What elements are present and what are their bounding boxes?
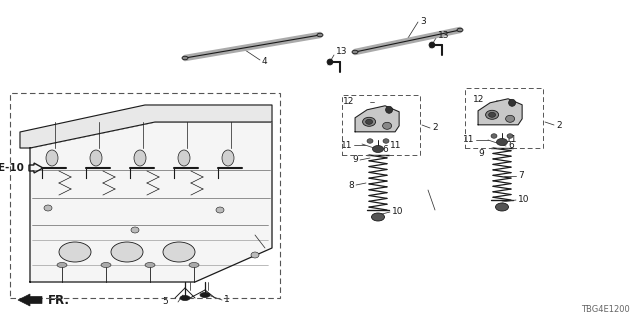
Ellipse shape <box>101 262 111 268</box>
Text: TBG4E1200: TBG4E1200 <box>581 305 630 314</box>
Ellipse shape <box>509 99 516 106</box>
Ellipse shape <box>134 150 146 166</box>
Text: 2: 2 <box>556 121 562 130</box>
Text: 2: 2 <box>432 124 438 132</box>
Bar <box>465 88 543 148</box>
Text: FR.: FR. <box>48 294 70 308</box>
Ellipse shape <box>488 112 495 117</box>
Text: 4: 4 <box>262 58 268 67</box>
Text: 3: 3 <box>420 18 426 27</box>
Ellipse shape <box>180 295 190 300</box>
Text: 6: 6 <box>508 141 514 150</box>
Polygon shape <box>478 99 522 125</box>
Ellipse shape <box>352 50 358 54</box>
Text: 1: 1 <box>224 295 230 305</box>
Ellipse shape <box>216 207 224 213</box>
Bar <box>10 93 280 298</box>
Text: 5: 5 <box>163 298 168 307</box>
Ellipse shape <box>44 205 52 211</box>
Text: 11: 11 <box>506 135 518 145</box>
Text: 12: 12 <box>472 95 484 105</box>
Ellipse shape <box>57 262 67 268</box>
Text: 7: 7 <box>518 172 524 180</box>
Ellipse shape <box>457 28 463 32</box>
Ellipse shape <box>507 134 513 138</box>
Text: 13: 13 <box>438 31 449 41</box>
FancyArrow shape <box>18 294 42 306</box>
Ellipse shape <box>372 146 383 153</box>
Ellipse shape <box>111 242 143 262</box>
Ellipse shape <box>317 33 323 37</box>
Ellipse shape <box>59 242 91 262</box>
Polygon shape <box>20 105 272 148</box>
Ellipse shape <box>90 150 102 166</box>
Ellipse shape <box>367 139 373 143</box>
Ellipse shape <box>131 227 139 233</box>
Ellipse shape <box>506 115 515 122</box>
Ellipse shape <box>145 262 155 268</box>
Ellipse shape <box>365 119 372 124</box>
Ellipse shape <box>222 150 234 166</box>
Ellipse shape <box>385 106 392 113</box>
Text: 9: 9 <box>352 156 358 164</box>
Text: 11: 11 <box>463 135 474 145</box>
Ellipse shape <box>383 139 389 143</box>
Ellipse shape <box>486 110 499 119</box>
Text: 9: 9 <box>478 149 484 158</box>
Text: 12: 12 <box>342 98 354 107</box>
Text: 13: 13 <box>336 47 348 57</box>
Ellipse shape <box>189 262 199 268</box>
Ellipse shape <box>200 292 210 298</box>
Ellipse shape <box>46 150 58 166</box>
Ellipse shape <box>371 213 385 221</box>
Text: E-10: E-10 <box>0 163 24 173</box>
Ellipse shape <box>251 252 259 258</box>
Text: 6: 6 <box>382 146 388 155</box>
Ellipse shape <box>491 134 497 138</box>
Ellipse shape <box>182 56 188 60</box>
Bar <box>342 95 420 155</box>
Ellipse shape <box>327 59 333 65</box>
Polygon shape <box>355 106 399 132</box>
Ellipse shape <box>383 122 392 129</box>
Ellipse shape <box>429 42 435 48</box>
Text: 11: 11 <box>340 140 352 149</box>
Text: 11: 11 <box>390 140 401 149</box>
Ellipse shape <box>363 117 376 126</box>
Ellipse shape <box>163 242 195 262</box>
Text: 10: 10 <box>392 207 403 217</box>
Text: 8: 8 <box>348 180 354 189</box>
Ellipse shape <box>497 139 508 146</box>
Ellipse shape <box>178 150 190 166</box>
Polygon shape <box>30 122 272 282</box>
Ellipse shape <box>495 203 509 211</box>
Text: 10: 10 <box>518 196 529 204</box>
